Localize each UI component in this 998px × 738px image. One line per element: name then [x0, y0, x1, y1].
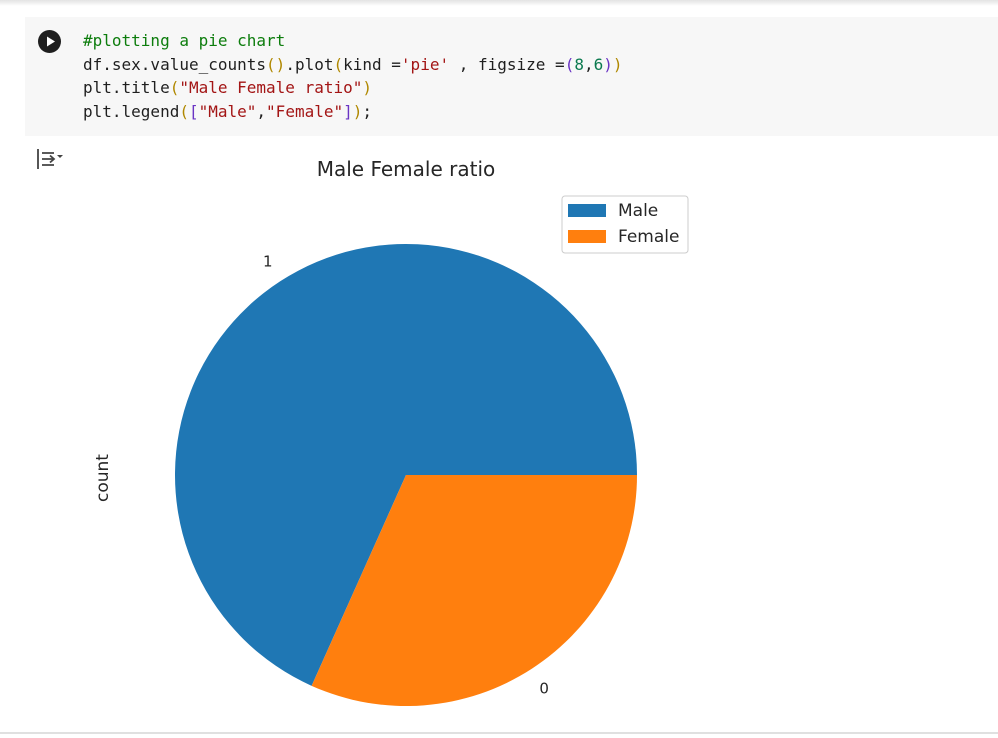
legend-swatch-female [568, 230, 606, 243]
code-token: 8 [574, 54, 584, 74]
code-token: plt.legend [83, 101, 180, 121]
code-editor[interactable]: #plotting a pie chart df.sex.value_count… [83, 29, 623, 123]
code-token: 6 [593, 54, 604, 74]
bottom-divider [0, 732, 998, 734]
code-token: , [583, 54, 594, 74]
code-line: plt.title("Male Female ratio") [83, 78, 372, 97]
legend-swatch-male [568, 204, 606, 217]
play-icon [47, 36, 55, 47]
code-line: #plotting a pie chart [83, 31, 285, 50]
code-token: "Female" [266, 101, 344, 121]
slice-labels: 10 [263, 253, 549, 698]
legend-label-female: Female [618, 227, 679, 247]
code-token: ; [362, 101, 373, 121]
legend: Male Female [561, 195, 689, 254]
code-token: df.sex.value_counts [83, 54, 267, 74]
code-token: , figsize = [449, 54, 565, 74]
code-token: ) [275, 54, 286, 74]
code-token: ( [266, 54, 276, 74]
y-axis-label: count [93, 454, 113, 502]
code-token: ] [343, 101, 353, 121]
code-token: kind = [343, 54, 401, 74]
code-token: plt.title [83, 78, 170, 97]
code-token: ) [603, 54, 613, 74]
code-token: ( [333, 54, 344, 74]
code-token: "Male Female ratio" [179, 78, 363, 97]
top-divider [0, 0, 998, 6]
code-token: [ [188, 101, 199, 121]
run-cell-button[interactable] [38, 30, 61, 53]
pie-slice-1 [175, 244, 637, 686]
slice-label-1: 1 [263, 253, 273, 271]
code-cell[interactable] [25, 17, 998, 136]
code-line: df.sex.value_counts().plot(kind ='pie' ,… [83, 55, 623, 74]
code-token: ( [564, 54, 575, 74]
code-token: ) [612, 54, 623, 74]
code-token: , [256, 101, 267, 121]
pie-slices [175, 244, 637, 706]
code-token: "Male" [198, 101, 257, 121]
legend-label-male: Male [618, 201, 658, 221]
code-token: .plot [285, 54, 334, 74]
code-token: 'pie' [400, 54, 450, 74]
code-line: plt.legend(["Male","Female"]); [83, 102, 372, 121]
output-toggle-icon[interactable] [36, 146, 64, 172]
code-token: ( [169, 78, 180, 97]
code-token: ( [179, 101, 189, 121]
code-token: ) [362, 78, 373, 97]
slice-label-0: 0 [539, 679, 549, 697]
chart-title: Male Female ratio [317, 157, 496, 181]
code-token: ) [352, 101, 363, 121]
pie-slice-0 [311, 475, 637, 706]
code-token: #plotting a pie chart [83, 31, 286, 50]
